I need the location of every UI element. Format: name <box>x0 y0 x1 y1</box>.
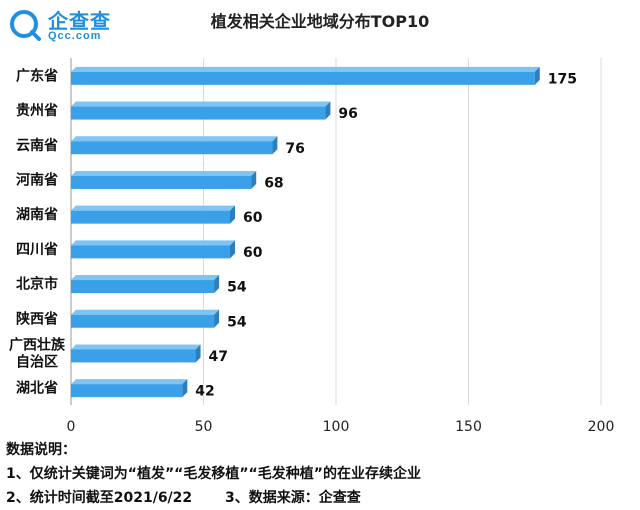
bar-top-face <box>71 66 540 72</box>
logo-name: 企查查 <box>48 9 111 33</box>
bar-chart: 0 50 100 150 200 175 广东省 96 贵州省 76 云南省 68 河南省 60 湖南省 60… <box>9 58 614 435</box>
category-label: 云南省 <box>16 137 58 154</box>
bar <box>71 106 326 120</box>
bar <box>71 210 230 224</box>
labels: 0 50 100 150 200 175 广东省 96 贵州省 76 云南省 68 河南省 60 湖南省 60… <box>9 67 614 435</box>
logo-domain: Qcc.com <box>48 30 102 42</box>
bar <box>71 280 215 294</box>
data-label: 54 <box>227 314 247 330</box>
data-label: 68 <box>264 175 283 191</box>
data-label: 96 <box>338 106 357 122</box>
qcc-logo: 企查查 Qcc.com <box>8 4 128 44</box>
category-label-line: 陕西省 <box>16 310 58 327</box>
bars <box>71 66 540 398</box>
bar-top-face <box>71 205 235 211</box>
bar-side-face <box>534 66 540 85</box>
data-label: 76 <box>285 141 304 157</box>
category-label-line: 四川省 <box>16 241 58 258</box>
category-label-line: 广西壮族 <box>9 336 66 353</box>
category-label-line: 广东省 <box>16 67 58 84</box>
bar <box>71 314 215 328</box>
category-label: 广东省 <box>16 67 58 84</box>
bar-side-face <box>230 205 235 224</box>
bar <box>71 175 252 189</box>
bar-top-face <box>71 309 220 315</box>
note-keywords: 1、仅统计关键词为“植发”“毛发移植”“毛发种植”的在业存续企业 <box>6 466 421 482</box>
data-label: 175 <box>548 71 577 87</box>
bar-top-face <box>71 379 188 385</box>
bar <box>71 349 196 363</box>
category-label-line: 云南省 <box>16 137 58 154</box>
data-label: 42 <box>195 384 214 400</box>
bar-side-face <box>325 101 331 120</box>
category-label: 四川省 <box>16 241 58 258</box>
category-label-line: 湖北省 <box>16 380 58 397</box>
category-label: 广西壮族自治区 <box>9 336 66 370</box>
note-time: 2、统计时间截至2021/6/22 <box>6 490 193 506</box>
category-label-line: 自治区 <box>16 353 58 370</box>
bar-side-face <box>182 379 188 398</box>
x-tick-label: 200 <box>588 419 615 435</box>
bar <box>71 384 183 398</box>
category-label-line: 湖南省 <box>16 206 58 223</box>
bar-top-face <box>71 101 331 107</box>
bar-top-face <box>71 275 220 281</box>
bar-top-face <box>71 170 257 176</box>
category-label-line: 贵州省 <box>16 102 58 119</box>
x-tick-label: 100 <box>323 419 350 435</box>
data-notes: 数据说明： 1、仅统计关键词为“植发”“毛发移植”“毛发种植”的在业存续企业 2… <box>6 438 421 510</box>
data-label: 54 <box>227 280 247 296</box>
category-label-line: 河南省 <box>16 171 58 188</box>
category-label-line: 北京市 <box>16 276 58 293</box>
notes-heading: 数据说明： <box>6 442 76 458</box>
note-source: 3、数据来源：企查查 <box>225 490 361 506</box>
category-label: 北京市 <box>16 276 58 293</box>
chart-title: 植发相关企业地域分布TOP10 <box>210 12 430 31</box>
category-label: 湖北省 <box>16 380 58 397</box>
category-label: 贵州省 <box>16 102 58 119</box>
bar-side-face <box>272 136 278 155</box>
bar-side-face <box>195 344 201 363</box>
bar-side-face <box>214 275 220 294</box>
x-tick-label: 50 <box>195 419 213 435</box>
bar-top-face <box>71 136 278 142</box>
bar-side-face <box>230 240 235 259</box>
category-label: 河南省 <box>16 171 58 188</box>
bar <box>71 245 230 259</box>
bar-top-face <box>71 240 235 246</box>
bar-side-face <box>214 309 220 328</box>
bar-top-face <box>71 344 201 350</box>
data-label: 60 <box>243 245 263 261</box>
x-tick-label: 150 <box>455 419 482 435</box>
category-label: 湖南省 <box>16 206 58 223</box>
data-label: 60 <box>243 210 263 226</box>
bar <box>71 141 273 155</box>
x-tick-label: 0 <box>67 419 76 435</box>
qcc-logo-icon <box>10 10 41 41</box>
bar <box>71 71 535 85</box>
category-label: 陕西省 <box>16 310 58 327</box>
data-label: 47 <box>209 349 228 365</box>
bar-side-face <box>251 170 257 189</box>
